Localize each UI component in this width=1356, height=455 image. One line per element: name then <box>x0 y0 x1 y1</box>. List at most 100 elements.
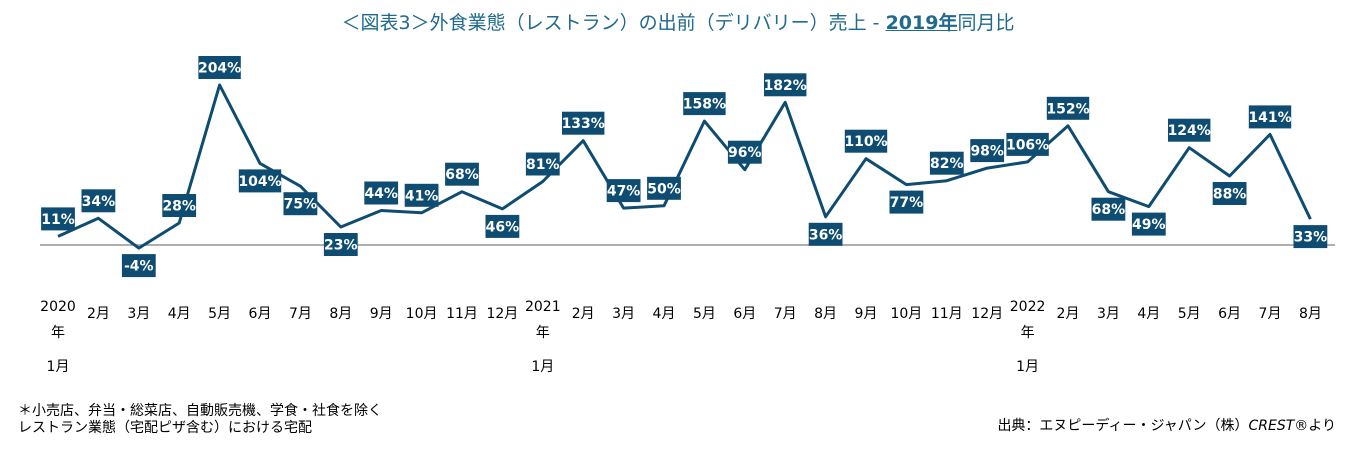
x-tick-label: 年 <box>536 325 550 341</box>
data-label-text: 158% <box>683 97 726 113</box>
data-label-text: 47% <box>607 184 641 200</box>
x-tick-label: 2021 <box>525 299 561 315</box>
data-label: 75% <box>283 192 318 216</box>
data-label-text: 50% <box>647 181 681 197</box>
series-line-layer <box>57 83 1312 250</box>
data-label-text: 204% <box>198 61 241 77</box>
x-tick-label: 5月 <box>208 306 231 322</box>
data-label-box <box>1131 212 1166 236</box>
data-label-text: 81% <box>526 157 560 173</box>
data-label: 158% <box>683 92 726 116</box>
data-label-box <box>727 140 762 164</box>
source-crest: CREST <box>1248 418 1295 434</box>
data-label: 23% <box>323 233 358 256</box>
x-tick-label: 7月 <box>289 306 312 322</box>
data-label-box <box>238 169 282 193</box>
data-label-text: 28% <box>162 199 196 215</box>
x-tick-label: 6月 <box>733 306 756 322</box>
data-label-text: 75% <box>284 197 318 213</box>
data-label-box <box>929 151 964 175</box>
data-label: 98% <box>970 139 1005 163</box>
data-label-box <box>970 139 1005 163</box>
x-tick-label: 2月 <box>87 306 110 322</box>
x-tick-label: 3月 <box>612 306 635 322</box>
data-label: 68% <box>1091 197 1126 221</box>
x-tick-label: 4月 <box>653 306 676 322</box>
data-label-text: 110% <box>844 134 887 150</box>
x-tick-label: 4月 <box>1137 306 1160 322</box>
chart-title-main: ＜図表3＞外食業態（レストラン）の出前（デリバリー）売上 - <box>341 12 886 34</box>
x-tick-label: 8月 <box>1299 306 1322 322</box>
data-label-text: 44% <box>364 186 398 202</box>
data-label: 50% <box>647 176 681 200</box>
x-tick-label: 7月 <box>1259 306 1282 322</box>
line-chart: 11% 34% -4% 28% 204% 104%75% 23% 44% 41% 68% 46% 81… <box>40 56 1335 375</box>
footnote-line-1: ＊小売店、弁当・総菜店、自動販売機、学食・社食を除く <box>18 403 382 419</box>
series-line <box>57 83 1312 250</box>
data-label: 41% <box>404 183 439 207</box>
data-label-box <box>162 194 197 217</box>
x-tick-label: 12月 <box>971 306 1003 322</box>
data-label-box <box>121 254 156 278</box>
data-label-text: 41% <box>405 188 439 204</box>
data-label-box <box>844 129 888 153</box>
data-label-text: 88% <box>1213 187 1247 203</box>
x-tick-label: 8月 <box>814 306 837 322</box>
source-note: 出典：エヌピーディー・ジャパン（株）CREST®より <box>997 415 1336 435</box>
data-label-box <box>364 181 399 205</box>
data-label: 141% <box>1248 105 1292 129</box>
data-label-text: 182% <box>764 78 807 94</box>
x-tick-label: 2022 <box>1010 299 1046 315</box>
x-tick-label: 6月 <box>249 306 272 322</box>
data-label-box <box>1168 118 1211 142</box>
data-label-text: 96% <box>728 145 762 161</box>
data-label: -4% <box>121 254 156 278</box>
data-label-text: 106% <box>1006 137 1049 153</box>
data-label-text: 46% <box>486 219 520 235</box>
data-label-layer: 11% 34% -4% 28% 204% 104%75% 23% 44% 41% 68% 46% 81… <box>41 56 1328 278</box>
x-tick-label: 1月 <box>47 359 70 375</box>
x-tick-label: 5月 <box>1178 306 1201 322</box>
x-tick-label: 11月 <box>446 306 478 322</box>
data-label-box <box>889 190 924 214</box>
data-label-box <box>1293 225 1328 249</box>
x-tick-label: 3月 <box>1097 306 1120 322</box>
data-label: 77% <box>889 190 924 214</box>
x-tick-label: 年 <box>1021 325 1035 341</box>
data-label-text: 34% <box>82 194 116 210</box>
x-tick-label: 6月 <box>1218 306 1241 322</box>
x-tick-label: 10月 <box>890 306 922 322</box>
x-tick-label: 12月 <box>486 306 518 322</box>
data-label: 68% <box>445 162 479 186</box>
x-tick-label: 8月 <box>329 306 352 322</box>
data-label-box <box>485 214 520 238</box>
data-label-text: 77% <box>890 195 924 211</box>
data-label: 106% <box>1006 132 1049 156</box>
chart-title: ＜図表3＞外食業態（レストラン）の出前（デリバリー）売上 - 2019年同月比 <box>0 8 1356 35</box>
x-tick-label: 2月 <box>1057 306 1080 322</box>
data-label: 81% <box>525 152 560 176</box>
data-label-box <box>323 233 358 256</box>
data-label: 110% <box>844 129 888 153</box>
x-tick-label: 1月 <box>531 359 554 375</box>
data-label: 28% <box>162 194 197 217</box>
x-tick-label: 2月 <box>572 306 595 322</box>
data-label-text: 23% <box>324 238 358 254</box>
data-label-text: 152% <box>1046 101 1089 117</box>
data-label-text: 141% <box>1248 110 1291 126</box>
chart-title-year: 2019年 <box>885 12 958 34</box>
x-tick-label: 10月 <box>406 306 438 322</box>
data-label: 182% <box>764 73 807 97</box>
data-label: 34% <box>81 189 116 213</box>
x-tick-layer: 2020 年 1月 2月 3月 4月 5月 6月 7月 8月 9月 10月 11月 12月 2021 年 1月 2… <box>40 299 1322 375</box>
x-tick-label: 7月 <box>774 306 797 322</box>
data-label: 47% <box>606 179 641 203</box>
x-tick-label: 5月 <box>693 306 716 322</box>
data-label-box <box>81 189 116 213</box>
data-label-box <box>41 207 75 231</box>
x-tick-label: 1月 <box>1016 359 1039 375</box>
data-label-box <box>764 73 807 97</box>
data-label-box <box>1248 105 1292 129</box>
source-prefix: 出典：エヌピーディー・ジャパン（株） <box>997 418 1249 434</box>
data-label: 96% <box>727 140 762 164</box>
